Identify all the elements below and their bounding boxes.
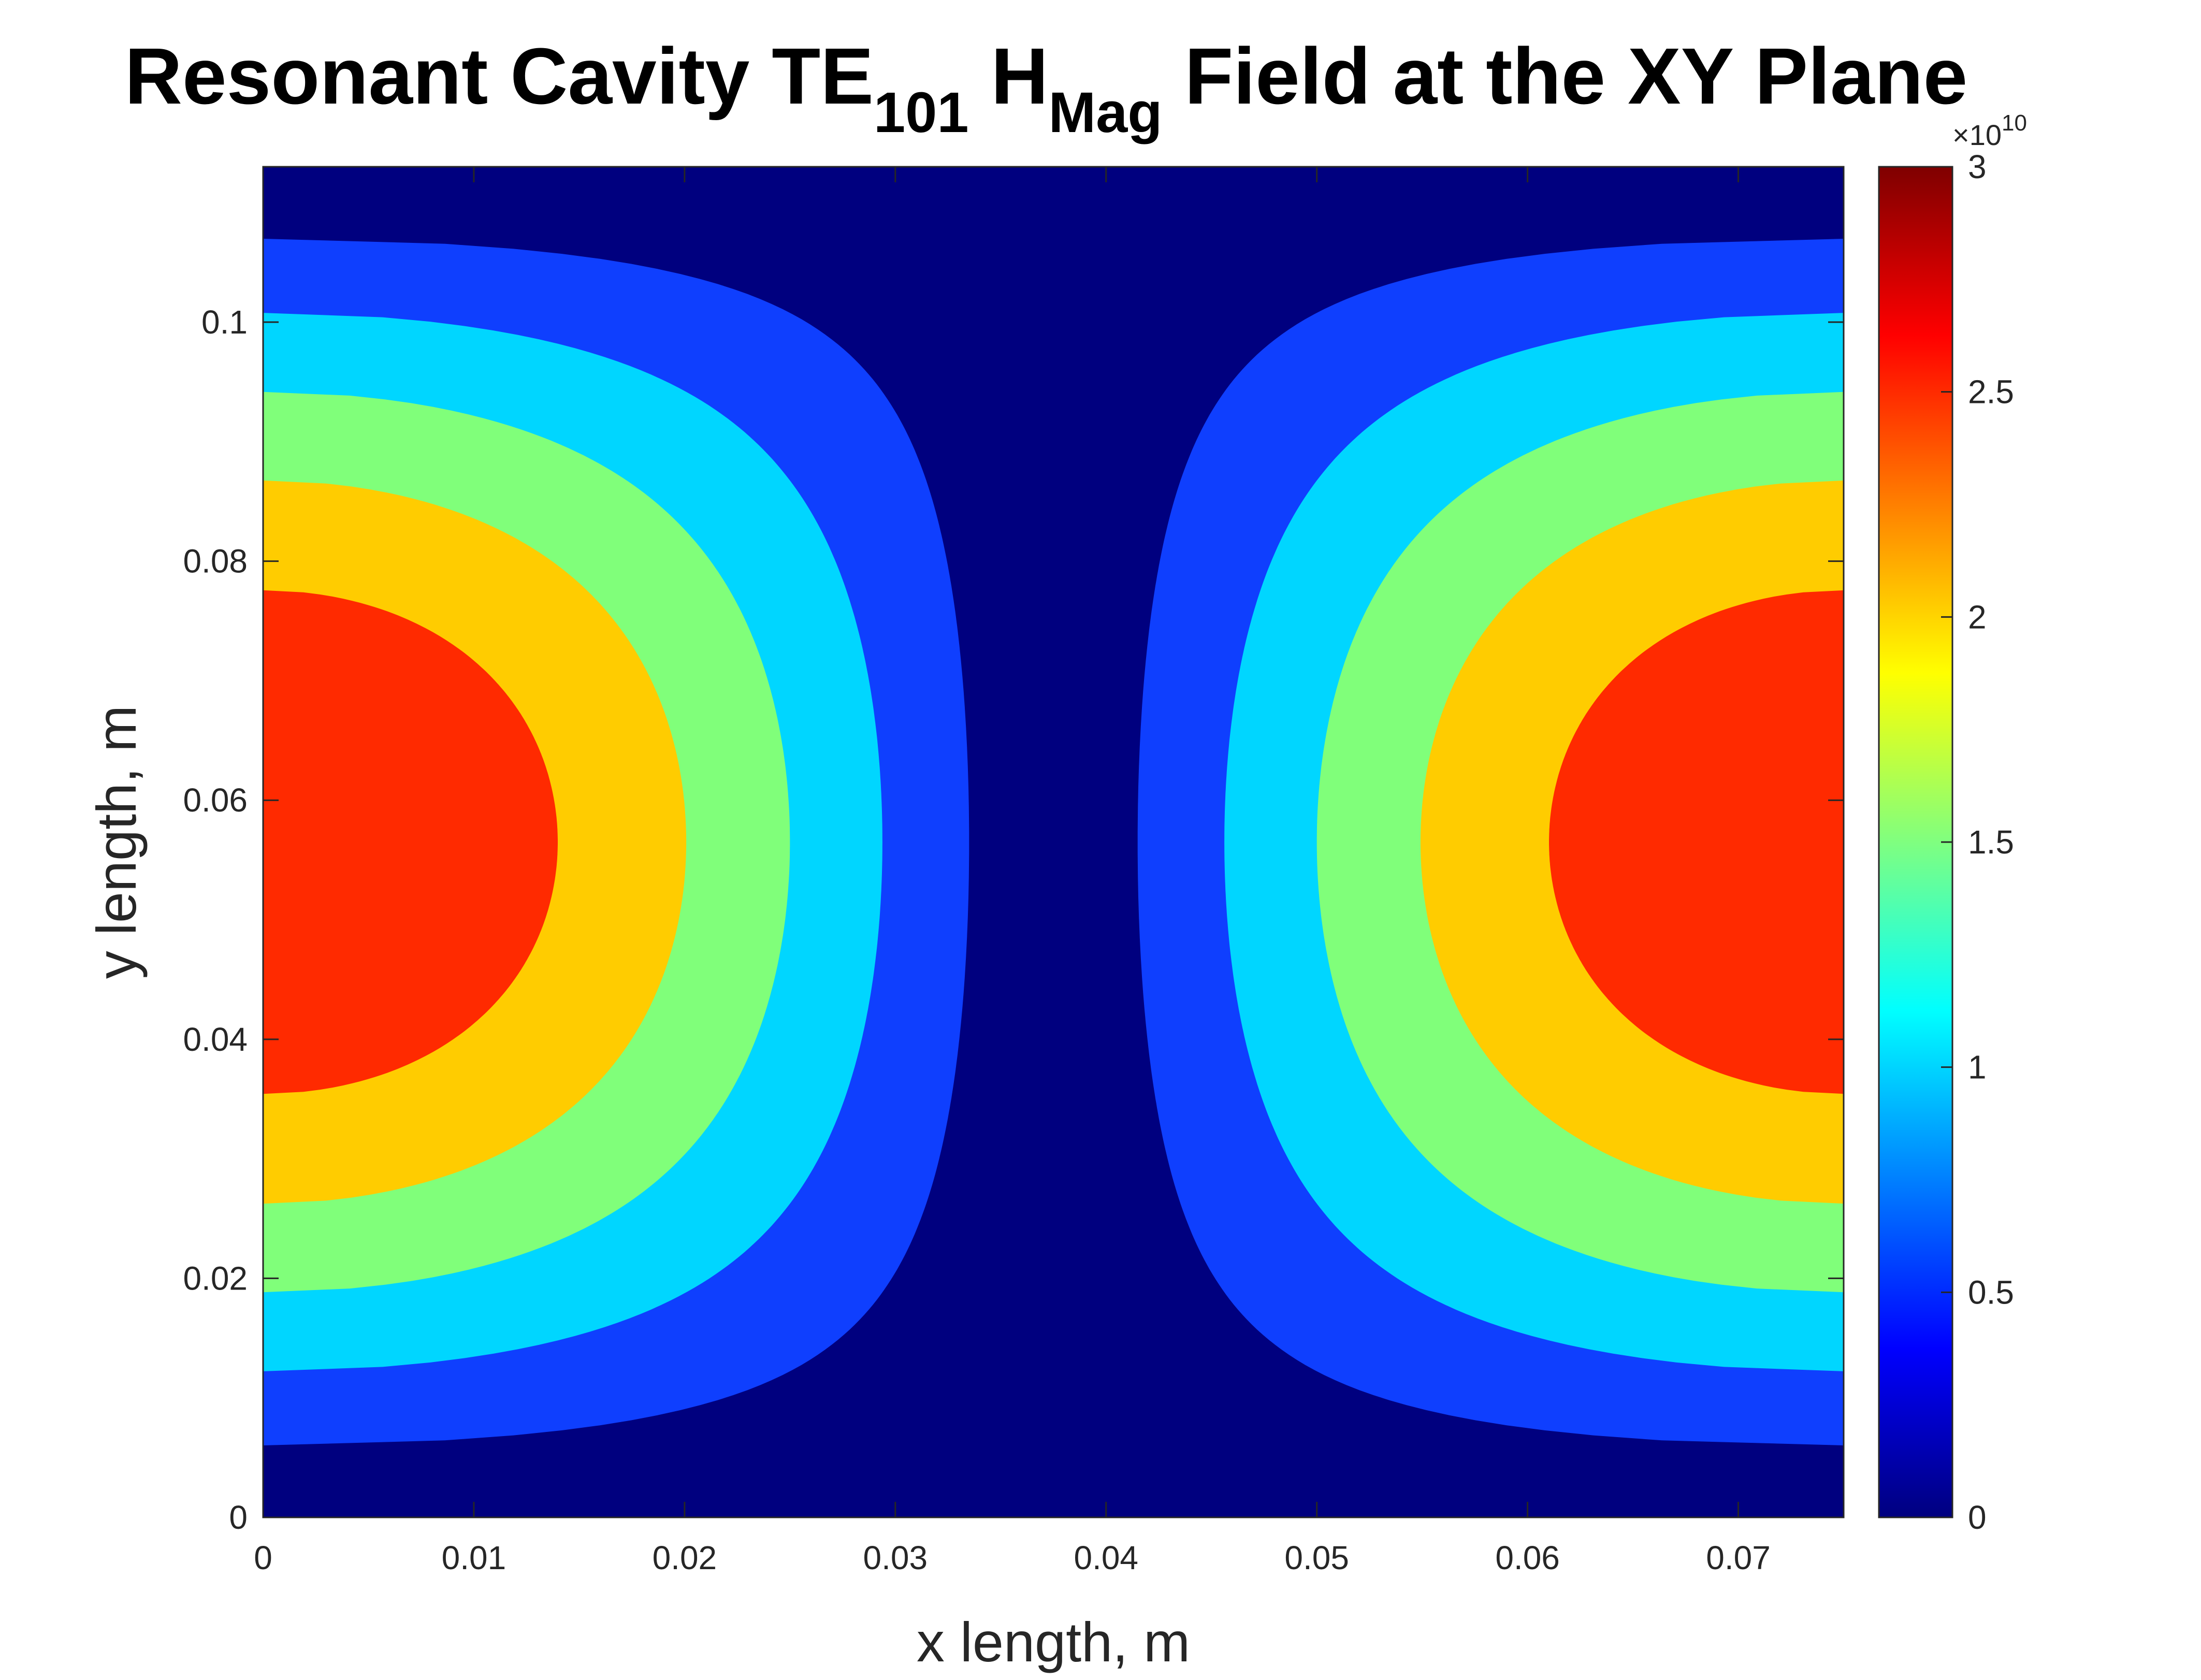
colorbar-tick-label: 2.5 [1968,373,2014,411]
y-tick-label: 0.02 [183,1259,248,1297]
x-axis-ticks: 0 0.01 0.02 0.03 0.04 0.05 0.06 0.07 [254,167,1771,1576]
y-tick-label: 0.06 [183,781,248,819]
y-tick-label: 0.08 [183,543,248,580]
colorbar-exponent-power: 10 [2002,110,2027,136]
y-tick-label: 0 [229,1499,248,1536]
title-part: 101 [874,81,969,144]
chart-title: Resonant Cavity TE101 HMag Field at the … [125,32,1968,144]
x-tick-label: 0 [254,1539,272,1576]
y-tick-label: 0.04 [183,1021,248,1058]
x-tick-label: 0.07 [1706,1539,1771,1576]
title-part: H [969,32,1049,121]
colorbar-tick-label: 0.5 [1968,1273,2014,1311]
colorbar-gradient [1878,166,1953,1518]
contour-band-right [1549,590,1844,1094]
contour-bands [263,239,1844,1445]
plot-frame [262,166,1845,1518]
title-part: Field at the XY Plane [1163,32,1968,121]
x-tick-label: 0.03 [863,1539,928,1576]
x-tick-label: 0.01 [442,1539,506,1576]
x-axis-label: x length, m [917,1611,1190,1673]
colorbar-ticks: 0 0.5 1 1.5 2 2.5 3 [1941,148,2014,1536]
colorbar-tick-label: 2 [1968,598,1987,635]
x-tick-label: 0.04 [1074,1539,1138,1576]
x-tick-label: 0.05 [1284,1539,1349,1576]
colorbar-tick-label: 1 [1968,1049,1987,1086]
plot-area [263,167,1844,1517]
title-part: Mag [1049,81,1163,144]
y-axis-ticks: 0 0.02 0.04 0.06 0.08 0.1 [183,303,1844,1536]
colorbar-tick-label: 3 [1968,148,1987,185]
colorbar-exponent: ×1010 [1952,110,2027,151]
y-axis-label: y length, m [85,705,148,979]
contour-band-left [263,590,558,1094]
title-part: Resonant Cavity TE [125,32,874,121]
colorbar-exponent-base: ×10 [1952,119,2002,151]
x-tick-label: 0.02 [653,1539,717,1576]
x-tick-label: 0.06 [1495,1539,1560,1576]
colorbar-tick-label: 0 [1968,1499,1987,1536]
colorbar-tick-label: 1.5 [1968,823,2014,861]
y-tick-label: 0.1 [201,303,248,341]
colorbar: 0 0.5 1 1.5 2 2.5 3 ×1010 [1878,110,2027,1536]
